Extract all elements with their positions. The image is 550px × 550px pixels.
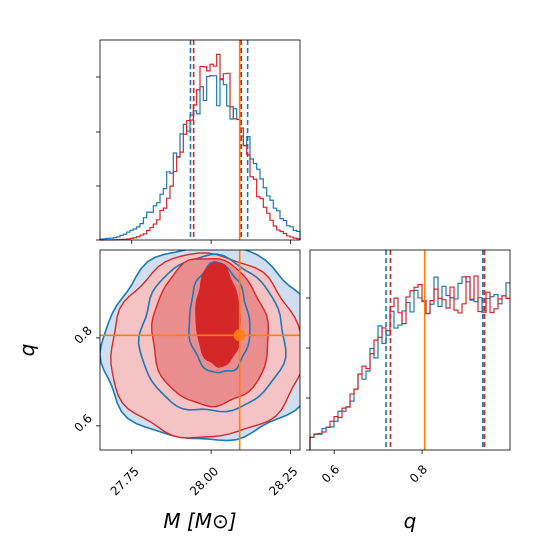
m-axis-label: M [M⊙] [163,509,236,533]
joint-ytick-label-1: 0.8 [71,323,94,346]
joint-xtick-label-1: 28.00 [187,464,221,498]
joint-ytick-label-0: 0.6 [71,411,94,434]
joint-blue-inner [188,261,251,374]
joint-truth-marker [233,329,246,342]
m-marginal-panel [96,39,301,244]
q-axis-label: q [404,509,417,533]
q-xtick-label-0: 0.6 [319,462,342,485]
m-marginal-frame [99,39,301,241]
q-hist-red [309,275,510,450]
q-xtick-label-1: 0.8 [407,462,430,485]
q-hist-blue [309,276,510,450]
joint-xtick-label-0: 27.75 [108,464,142,498]
m-hist-blue [99,75,301,240]
joint-panel: 27.75 28.00 28.25 0.6 0.8 [71,249,301,498]
m-hist-red [99,53,301,241]
q-marginal-panel: 0.6 0.8 [306,249,511,486]
q-marginal-frame [309,249,511,451]
joint-red-core [195,262,241,368]
joint-xtick-label-2: 28.25 [266,464,300,498]
joint-frame [99,249,301,451]
q-y-axis-label: q [15,344,39,357]
